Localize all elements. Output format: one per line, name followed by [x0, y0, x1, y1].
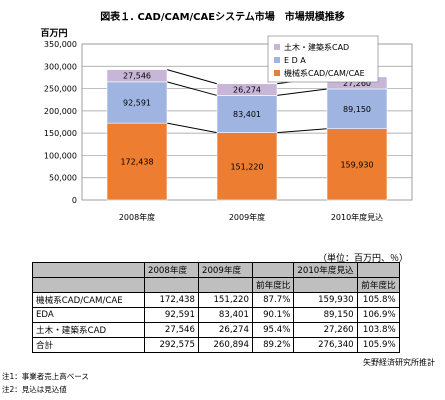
table-cell: 292,575: [144, 337, 199, 353]
header-cell: [251, 262, 295, 278]
header-cell: [356, 262, 400, 278]
footnote: 注2：見込は見込値: [2, 385, 67, 394]
row-label: 土木・建築系CAD: [32, 322, 145, 338]
legend-label: 土木・建築系CAD: [284, 42, 349, 52]
y-tick-label: 50,000: [49, 174, 77, 183]
table-cell: 159,930: [293, 292, 358, 308]
header-cell: [293, 277, 358, 293]
table-cell: 105.8%: [356, 292, 400, 308]
stacked-bar-chart: 172,438 92,591 27,546 151,220 83,401 26,274 15…: [40, 28, 413, 222]
table-cell: 151,220: [198, 292, 253, 308]
data-label: 89,150: [343, 105, 371, 114]
header-cell: 前年度比: [251, 277, 295, 293]
table-cell: 260,894: [198, 337, 253, 353]
legend-label: E D A: [284, 56, 306, 65]
legend-label: 機械系CAD/CAM/CAE: [284, 68, 365, 78]
table-row: 土木・建築系CAD 27,546 26,274 95.4% 27,260 103…: [32, 322, 400, 338]
header-cell: [144, 277, 199, 293]
y-tick-label: 300,000: [44, 62, 77, 71]
table-row: 機械系CAD/CAM/CAE 172,438 151,220 87.7% 159…: [32, 292, 400, 308]
table-cell: 89,150: [293, 307, 358, 323]
table-cell: 89.2%: [251, 337, 295, 353]
row-label: 機械系CAD/CAM/CAE: [32, 292, 145, 308]
x-tick-label: 2009年度: [229, 212, 265, 222]
y-tick-label: 350,000: [44, 40, 77, 49]
table-total-row: 合計 292,575 260,894 89.2% 276,340 105.9%: [32, 337, 400, 353]
table-cell: 87.7%: [251, 292, 295, 308]
header-cell: 2009年度: [198, 262, 253, 278]
data-label: 83,401: [233, 110, 261, 119]
y-tick-label: 250,000: [44, 85, 77, 94]
series-connector-line: [276, 128, 328, 134]
data-label: 26,274: [233, 86, 261, 95]
table-cell: 106.9%: [356, 307, 400, 323]
footnote: 注1：事業者売上高ベース: [2, 372, 89, 381]
data-label: 27,546: [123, 72, 151, 81]
series-connector-line: [166, 69, 218, 85]
bar-segment: [106, 69, 168, 83]
y-axis-label: 百万円: [40, 28, 67, 39]
header-cell: 前年度比: [356, 277, 400, 293]
series-connector-line: [276, 88, 328, 96]
legend-swatch: [274, 70, 280, 76]
bar-segment: [326, 128, 388, 201]
bar-segment: [326, 88, 388, 130]
legend-box: [267, 35, 379, 83]
source-note: 矢野経済研究所推計: [363, 358, 435, 367]
table-cell: 276,340: [293, 337, 358, 353]
legend-swatch: [274, 44, 280, 50]
data-label: 92,591: [123, 99, 151, 108]
table-cell: 105.9%: [356, 337, 400, 353]
table-cell: 83,401: [198, 307, 253, 323]
y-tick-label: 0: [72, 196, 77, 205]
series-connector-line: [166, 81, 218, 96]
data-label: 159,930: [340, 160, 373, 169]
bar-segment: [216, 132, 278, 201]
table-cell: 90.1%: [251, 307, 295, 323]
legend-swatch: [274, 57, 280, 63]
x-tick-label: 2010年度見込: [331, 212, 383, 222]
row-label: EDA: [32, 307, 145, 323]
table-subheader-row: 前年度比 前年度比: [32, 277, 400, 293]
header-cell: [198, 277, 253, 293]
table-cell: 95.4%: [251, 322, 295, 338]
data-label: 27,260: [343, 79, 371, 88]
y-tick-label: 100,000: [44, 151, 77, 160]
table-header-row: 2008年度 2009年度 2010年度見込: [32, 262, 400, 278]
unit-note: （単位：百万円、％）: [318, 254, 409, 264]
header-cell: 2008年度: [144, 262, 199, 278]
data-label: 172,438: [120, 158, 153, 167]
table-cell: 27,260: [293, 322, 358, 338]
series-connector-line: [166, 122, 218, 134]
table-cell: 172,438: [144, 292, 199, 308]
y-tick-label: 150,000: [44, 129, 77, 138]
bar-segment: [216, 83, 278, 96]
table-cell: 103.8%: [356, 322, 400, 338]
row-label: 合計: [32, 337, 145, 353]
x-tick-label: 2008年度: [119, 212, 155, 222]
figure-title: 図表１. CAD/CAM/CAEシステム市場 市場規模推移: [100, 12, 345, 23]
bar-segment: [106, 122, 168, 201]
table-cell: 92,591: [144, 307, 199, 323]
y-tick-label: 200,000: [44, 107, 77, 116]
data-label: 151,220: [230, 162, 263, 171]
header-cell: [32, 262, 145, 278]
table-cell: 27,546: [144, 322, 199, 338]
bar-segment: [106, 81, 168, 124]
data-table: 2008年度 2009年度 2010年度見込 前年度比 前年度比 機械系CAD/…: [32, 262, 400, 353]
bar-segment: [216, 95, 278, 133]
header-cell: 2010年度見込: [293, 262, 358, 278]
table-row: EDA 92,591 83,401 90.1% 89,150 106.9%: [32, 307, 400, 323]
table-cell: 26,274: [198, 322, 253, 338]
header-cell: [32, 277, 145, 293]
